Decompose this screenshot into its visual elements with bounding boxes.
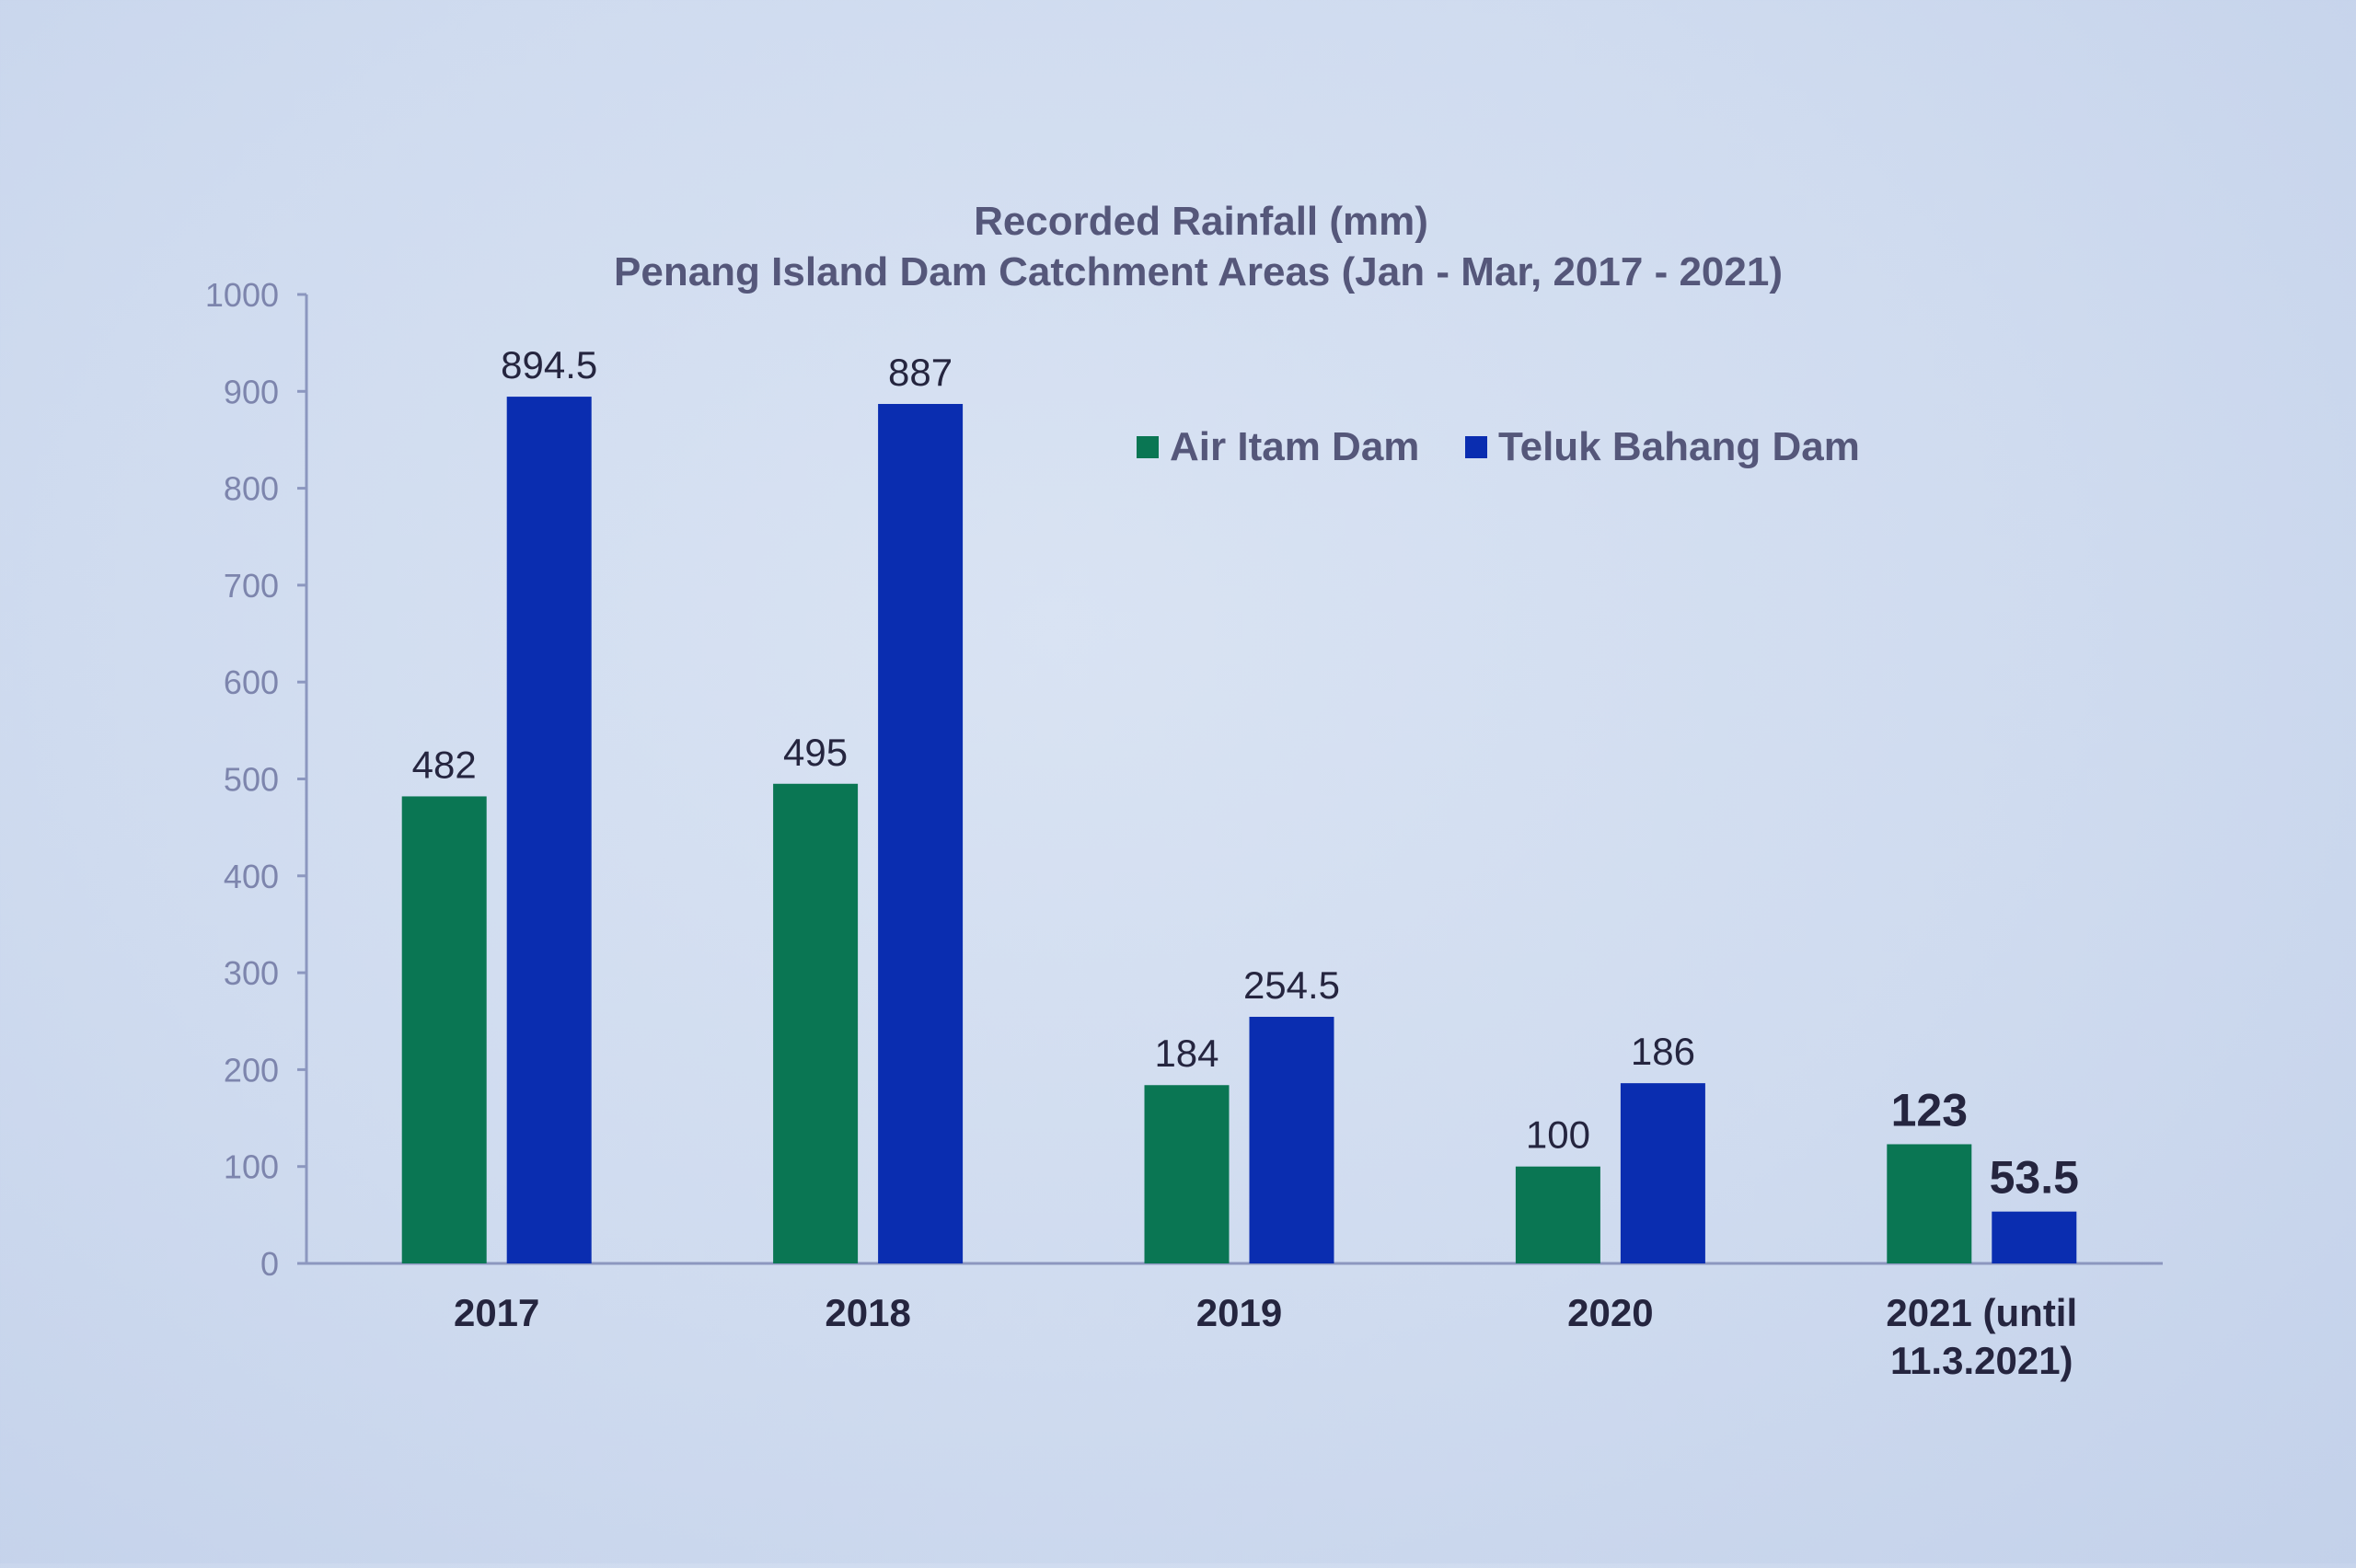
bar-value-label: 887 <box>888 351 953 394</box>
legend-swatch <box>1137 436 1159 458</box>
x-category-label: 2017 <box>454 1291 539 1334</box>
bar-air-itam <box>1515 1166 1600 1263</box>
chart-subtitle: Penang Island Dam Catchment Areas (Jan -… <box>614 249 1783 294</box>
y-tick-label: 500 <box>224 761 279 799</box>
bar-value-label: 123 <box>1891 1084 1968 1136</box>
bar-value-label: 495 <box>783 731 848 774</box>
value-labels: 482 894.5 495 887 184 254.5 100 186 123 53.5 <box>412 343 2079 1204</box>
category-labels: 2017 2018 2019 2020 2021 (until 11.3.2021) <box>454 1291 2077 1382</box>
legend: Air Itam Dam Teluk Bahang Dam <box>1137 424 1860 469</box>
axes: 0 100 200 300 400 500 600 700 800 900 1000 <box>205 276 2163 1283</box>
chart-title-group: Recorded Rainfall (mm) Penang Island Dam… <box>614 199 1783 294</box>
bars <box>401 397 2077 1263</box>
bar-teluk-bahang <box>878 403 964 1263</box>
bar-air-itam <box>773 783 859 1263</box>
bar-air-itam <box>1887 1144 1972 1263</box>
legend-swatch <box>1465 436 1487 458</box>
legend-label: Teluk Bahang Dam <box>1498 424 1860 469</box>
bar-value-label: 482 <box>412 743 477 786</box>
bar-value-label: 100 <box>1526 1113 1590 1157</box>
bar-teluk-bahang <box>1992 1211 2077 1263</box>
bar-teluk-bahang <box>1620 1083 1705 1263</box>
x-category-label: 2021 (until <box>1886 1291 2077 1334</box>
bar-value-label: 53.5 <box>1990 1152 2079 1204</box>
chart-title: Recorded Rainfall (mm) <box>974 199 1428 244</box>
y-tick-label: 400 <box>224 858 279 895</box>
y-tick-label: 700 <box>224 567 279 605</box>
y-tick-label: 800 <box>224 470 279 508</box>
bar-air-itam <box>401 796 487 1263</box>
bar-value-label: 186 <box>1631 1030 1695 1073</box>
y-tick-label: 900 <box>224 373 279 410</box>
y-tick-label: 1000 <box>205 276 279 314</box>
y-tick-label: 300 <box>224 954 279 992</box>
bar-value-label: 254.5 <box>1243 963 1340 1007</box>
bar-teluk-bahang <box>1249 1017 1334 1263</box>
x-category-label: 11.3.2021) <box>1890 1339 2073 1382</box>
x-category-label: 2019 <box>1196 1291 1282 1334</box>
bar-value-label: 184 <box>1154 1032 1218 1075</box>
legend-label: Air Itam Dam <box>1170 424 1419 469</box>
x-category-label: 2018 <box>825 1291 910 1334</box>
y-tick-label: 200 <box>224 1051 279 1089</box>
x-category-label: 2020 <box>1567 1291 1653 1334</box>
bar-teluk-bahang <box>506 397 592 1263</box>
y-tick-label: 600 <box>224 663 279 701</box>
y-tick-label: 100 <box>224 1148 279 1186</box>
y-tick-label: 0 <box>260 1245 279 1283</box>
bar-value-label: 894.5 <box>501 343 597 386</box>
bar-air-itam <box>1144 1085 1230 1263</box>
